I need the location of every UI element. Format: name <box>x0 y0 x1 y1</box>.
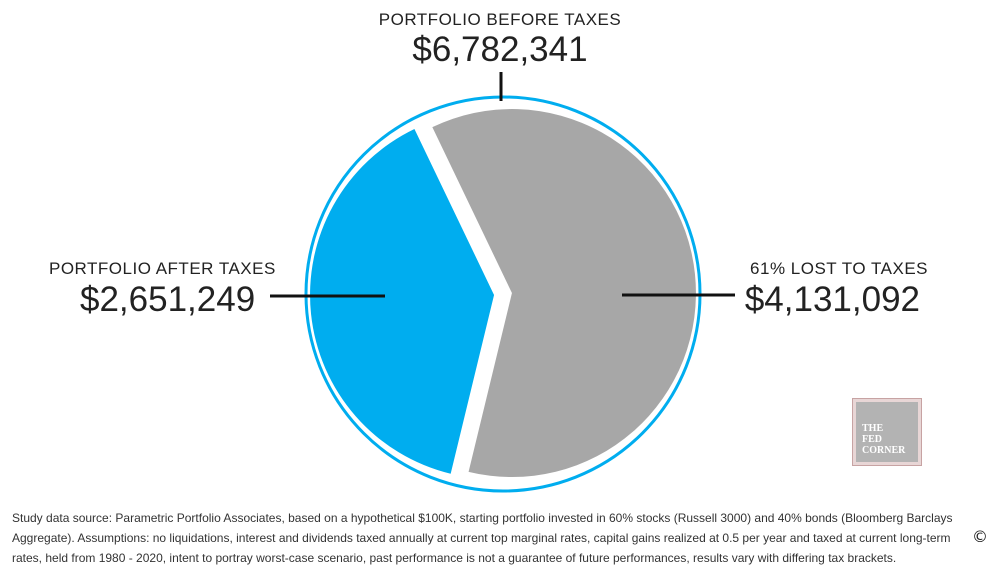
logo-text: THE FED CORNER <box>862 423 906 456</box>
total-amount: $6,782,341 <box>412 30 588 69</box>
source-footnote: Study data source: Parametric Portfolio … <box>12 511 953 565</box>
slice-after-taxes <box>310 129 495 474</box>
slice-lost-to-taxes <box>432 109 696 478</box>
copyright-icon: © <box>972 527 988 546</box>
lost-to-taxes-amount: $4,131,092 <box>744 280 920 319</box>
after-taxes-label: PORTFOLIO AFTER TAXES <box>49 259 276 278</box>
lost-to-taxes-label: 61% LOST TO TAXES <box>750 259 928 278</box>
pie-slices <box>310 109 696 478</box>
fed-corner-logo: THE FED CORNER <box>852 398 922 466</box>
after-taxes-amount: $2,651,249 <box>80 280 256 319</box>
total-label: PORTFOLIO BEFORE TAXES <box>378 10 622 29</box>
